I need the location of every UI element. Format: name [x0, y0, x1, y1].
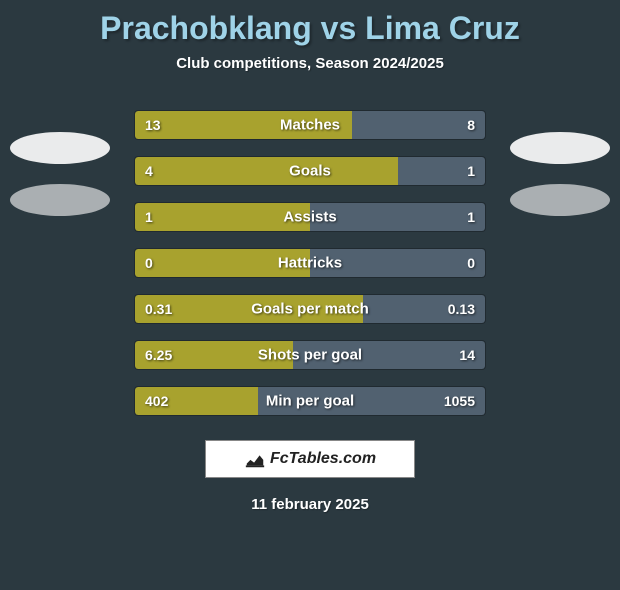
stat-value-right: 14 — [459, 347, 475, 363]
stat-label: Assists — [283, 209, 336, 226]
stat-label: Hattricks — [278, 255, 342, 272]
player-left-avatar-shadow — [10, 184, 110, 216]
stat-bar-left — [135, 157, 398, 185]
stat-label: Matches — [280, 117, 340, 134]
stat-value-right: 0 — [467, 255, 475, 271]
stat-value-right: 0.13 — [448, 301, 475, 317]
stat-value-right: 1 — [467, 209, 475, 225]
stat-value-left: 4 — [145, 163, 153, 179]
stat-value-right: 1 — [467, 163, 475, 179]
stat-value-left: 13 — [145, 117, 161, 133]
stat-label: Goals — [289, 163, 331, 180]
stat-value-left: 0.31 — [145, 301, 172, 317]
stat-value-right: 1055 — [444, 393, 475, 409]
stat-value-left: 1 — [145, 209, 153, 225]
stat-bar-right — [352, 111, 485, 139]
stat-row: 13 8 Matches — [134, 110, 486, 140]
page-title: Prachobklang vs Lima Cruz — [0, 10, 620, 47]
stat-value-left: 6.25 — [145, 347, 172, 363]
brand-box[interactable]: FcTables.com — [205, 440, 415, 478]
stat-value-left: 0 — [145, 255, 153, 271]
stat-label: Min per goal — [266, 393, 354, 410]
stat-value-right: 8 — [467, 117, 475, 133]
stat-row: 0 0 Hattricks — [134, 248, 486, 278]
player-right-avatar-shadow — [510, 184, 610, 216]
player-left-avatar — [10, 132, 110, 164]
stat-label: Goals per match — [251, 301, 369, 318]
stats-container: 13 8 Matches 4 1 Goals 1 1 Assists 0 0 Hattricks 0.3… — [134, 110, 486, 416]
page-subtitle: Club competitions, Season 2024/2025 — [0, 55, 620, 72]
brand-label: FcTables.com — [270, 450, 376, 468]
stat-value-left: 402 — [145, 393, 168, 409]
stat-row: 1 1 Assists — [134, 202, 486, 232]
stat-label: Shots per goal — [258, 347, 362, 364]
stat-row: 402 1055 Min per goal — [134, 386, 486, 416]
stat-row: 0.31 0.13 Goals per match — [134, 294, 486, 324]
date-label: 11 february 2025 — [0, 496, 620, 513]
stat-row: 4 1 Goals — [134, 156, 486, 186]
stat-row: 6.25 14 Shots per goal — [134, 340, 486, 370]
chart-icon — [244, 448, 266, 470]
player-right-avatar — [510, 132, 610, 164]
